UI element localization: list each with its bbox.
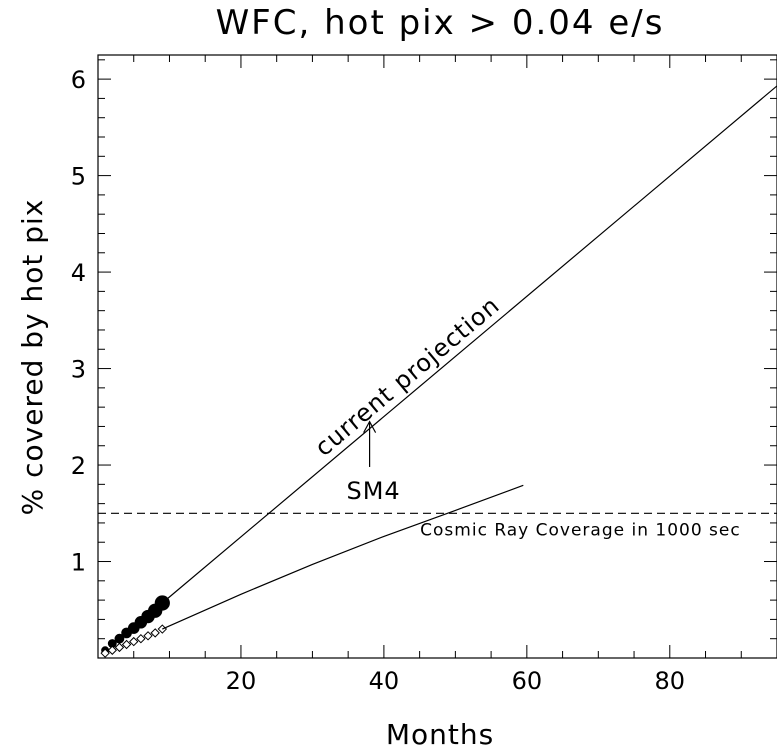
data-point-diamond — [136, 633, 146, 644]
sm4-label: SM4 — [346, 477, 400, 505]
current-projection-label: current projection — [310, 291, 506, 462]
data-point-diamond — [150, 628, 160, 638]
y-tick-label: 3 — [71, 356, 86, 384]
plot-frame — [97, 54, 777, 659]
y-tick-label: 6 — [71, 66, 86, 94]
x-tick-label: 20 — [226, 667, 257, 695]
y-tick-label: 1 — [71, 549, 86, 577]
data-point-filled — [107, 639, 117, 648]
cosmic-ray-label: Cosmic Ray Coverage in 1000 sec — [420, 520, 741, 540]
data-point-diamond — [143, 631, 153, 641]
data-point-diamond — [100, 648, 110, 658]
data-point-diamond — [114, 642, 125, 653]
series-line-3 — [162, 484, 524, 630]
x-tick-label: 60 — [512, 667, 543, 695]
data-point-diamond — [121, 639, 132, 650]
x-tick-label: 40 — [369, 667, 400, 695]
series-layer — [98, 85, 777, 658]
x-tick-label: 80 — [655, 667, 686, 695]
chart-title: WFC, hot pix > 0.04 e/s — [216, 3, 665, 43]
axis-ticks — [98, 55, 777, 658]
data-point-diamond — [107, 645, 118, 655]
y-tick-label: 4 — [71, 259, 86, 287]
tick-labels: 20 40 60 80 1 2 3 4 5 6 — [71, 66, 685, 695]
y-tick-label: 2 — [71, 452, 86, 480]
data-point-diamond — [129, 636, 139, 647]
y-tick-label: 5 — [71, 163, 86, 191]
data-point-filled — [114, 633, 125, 644]
y-axis-label: % covered by hot pix — [16, 199, 49, 516]
sm4-arrow-head — [363, 420, 377, 433]
series-line-2 — [161, 85, 777, 604]
x-axis-label: Months — [386, 718, 494, 751]
